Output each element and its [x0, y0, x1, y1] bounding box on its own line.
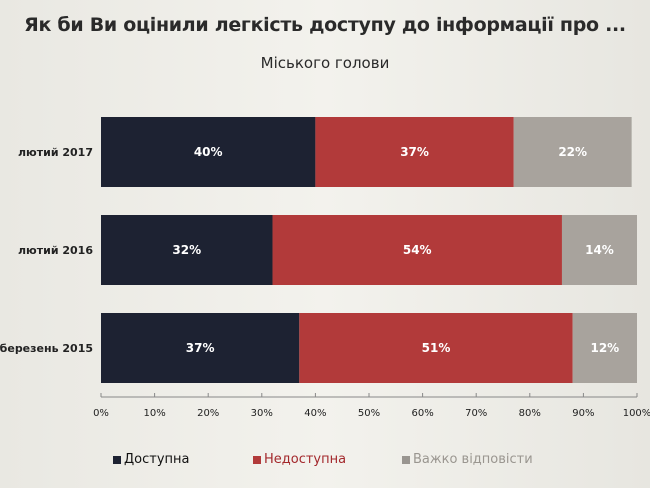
x-tick-label: 0%: [93, 408, 109, 419]
chart-subtitle: Міського голови: [260, 54, 390, 72]
category-label: лютий 2016: [18, 244, 93, 257]
data-label: 22%: [558, 145, 587, 159]
legend-label: Доступна: [124, 452, 190, 467]
legend-label: Важко відповісти: [413, 452, 533, 467]
chart-title: Як би Ви оцінили легкість доступу до інф…: [24, 14, 626, 36]
data-label: 51%: [422, 341, 451, 355]
legend-item-unavailable: Недоступна: [253, 452, 346, 467]
bar-segment: [272, 215, 562, 285]
data-label: 14%: [585, 243, 614, 257]
category-label: березень 2015: [0, 342, 93, 355]
bar-segment: [101, 215, 273, 285]
bar-segment: [101, 117, 316, 187]
x-tick-label: 80%: [519, 408, 541, 419]
x-tick-label: 30%: [251, 408, 273, 419]
bar-segment: [101, 313, 300, 383]
legend-swatch: [402, 455, 410, 464]
x-tick-label: 20%: [197, 408, 219, 419]
bar-segment: [572, 313, 637, 383]
data-label: 37%: [186, 341, 215, 355]
bar-segment: [315, 117, 514, 187]
x-tick-label: 50%: [358, 408, 380, 419]
data-label: 54%: [403, 243, 432, 257]
data-label: 40%: [194, 145, 223, 159]
legend-item-available: Доступна: [113, 452, 190, 467]
x-tick-label: 40%: [304, 408, 326, 419]
category-label: лютий 2017: [18, 146, 93, 159]
data-label: 37%: [400, 145, 429, 159]
legend-swatch: [113, 455, 121, 464]
x-tick-label: 60%: [411, 408, 433, 419]
x-tick-label: 100%: [623, 408, 650, 419]
legend-swatch: [253, 455, 261, 464]
data-label: 12%: [590, 341, 619, 355]
x-tick-label: 90%: [572, 408, 594, 419]
legend-label: Недоступна: [264, 452, 347, 467]
data-label: 32%: [172, 243, 201, 257]
bar-segment: [561, 215, 637, 285]
x-tick-label: 10%: [143, 408, 165, 419]
legend-item-hard-to-answer: Важко відповісти: [402, 452, 533, 467]
bar-segment: [513, 117, 632, 187]
x-tick-label: 70%: [465, 408, 487, 419]
bar-segment: [299, 313, 573, 383]
